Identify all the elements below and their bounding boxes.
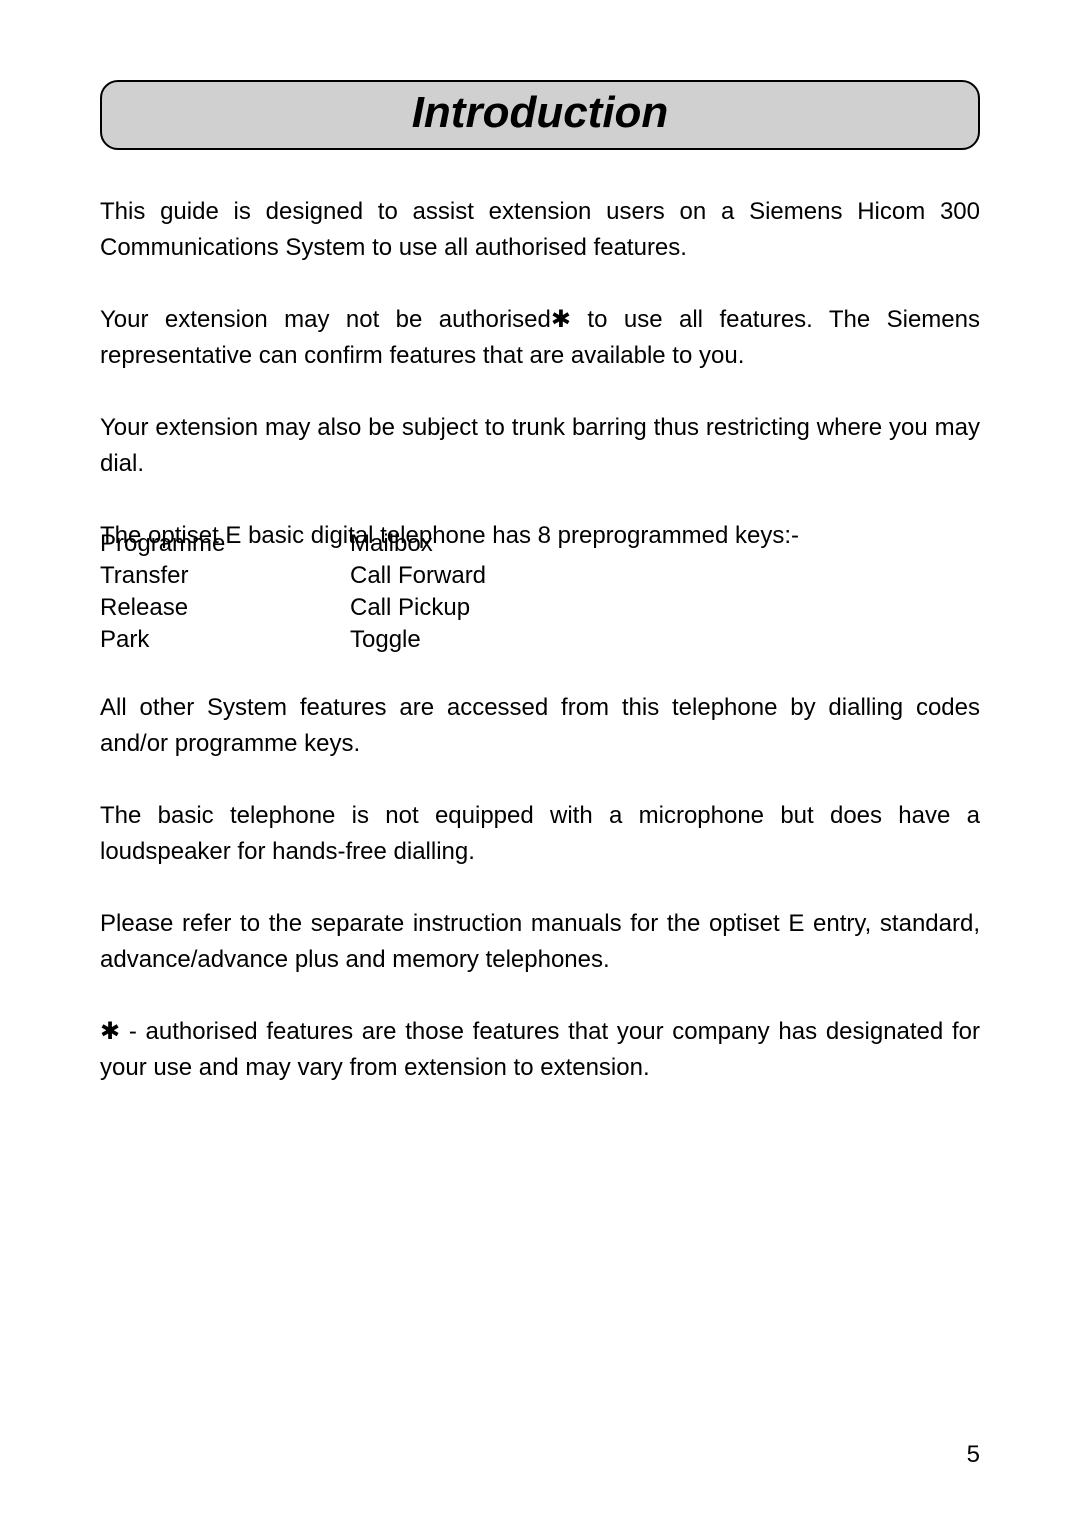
document-page: Introduction This guide is designed to a… bbox=[0, 0, 1080, 1529]
key-left-2: Release bbox=[100, 594, 350, 622]
key-left-1: Transfer bbox=[100, 562, 350, 590]
footnote-paragraph: ✱ - authorised features are those featur… bbox=[100, 1014, 980, 1086]
key-right-0: Mailbox bbox=[350, 530, 980, 558]
intro-paragraph-1: This guide is designed to assist extensi… bbox=[100, 194, 980, 266]
title-box: Introduction bbox=[100, 80, 980, 150]
page-number: 5 bbox=[967, 1441, 980, 1469]
intro-paragraph-3: Your extension may also be subject to tr… bbox=[100, 410, 980, 482]
intro-paragraph-7: Please refer to the separate instruction… bbox=[100, 906, 980, 978]
intro-paragraph-2: Your extension may not be authorised✱ to… bbox=[100, 302, 980, 374]
asterisk-icon: ✱ bbox=[100, 1018, 120, 1045]
keys-grid: Programme Mailbox Transfer Call Forward … bbox=[100, 530, 980, 654]
key-left-3: Park bbox=[100, 626, 350, 654]
key-right-3: Toggle bbox=[350, 626, 980, 654]
key-left-0: Programme bbox=[100, 530, 350, 558]
footnote-text: - authorised features are those features… bbox=[100, 1018, 980, 1081]
page-title: Introduction bbox=[114, 88, 966, 138]
asterisk-icon: ✱ bbox=[551, 306, 571, 333]
p2-part-a: Your extension may not be authorised bbox=[100, 306, 551, 333]
intro-paragraph-6: The basic telephone is not equipped with… bbox=[100, 798, 980, 870]
key-right-2: Call Pickup bbox=[350, 594, 980, 622]
key-right-1: Call Forward bbox=[350, 562, 980, 590]
intro-paragraph-5: All other System features are accessed f… bbox=[100, 690, 980, 762]
